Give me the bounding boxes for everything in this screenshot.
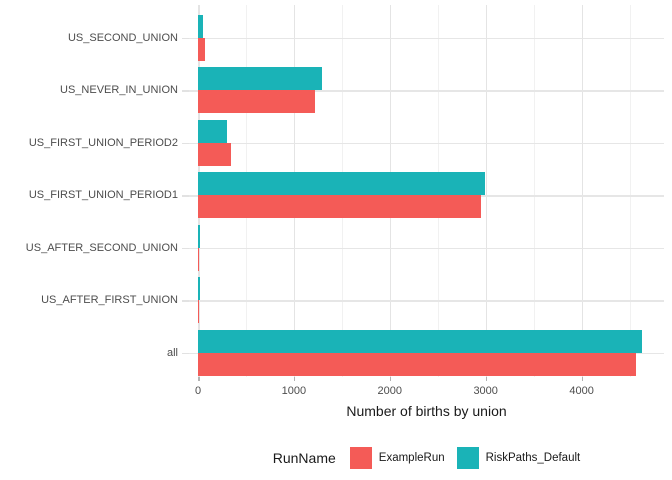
category-label: US_AFTER_FIRST_UNION xyxy=(41,294,178,307)
x-axis-tick xyxy=(485,377,488,381)
legend-swatch xyxy=(349,447,372,469)
major-gridline xyxy=(485,5,488,377)
category-label: US_SECOND_UNION xyxy=(67,31,178,44)
x-tick-label: 1000 xyxy=(281,385,307,397)
x-axis-tick xyxy=(581,377,584,381)
bar xyxy=(198,90,315,114)
category-label: US_FIRST_UNION_PERIOD1 xyxy=(28,189,178,202)
category-label: US_AFTER_SECOND_UNION xyxy=(25,241,178,254)
x-tick-label: 2000 xyxy=(377,385,403,397)
y-axis-tick xyxy=(182,37,189,39)
x-tick-label: 0 xyxy=(194,385,202,397)
x-tick-label: 4000 xyxy=(569,385,594,397)
bar xyxy=(198,329,643,353)
x-axis-tick xyxy=(389,377,392,381)
minor-gridline xyxy=(629,5,631,377)
legend-item-label: ExampleRun xyxy=(378,452,445,464)
legend-item: RiskPaths_Default xyxy=(456,447,581,469)
legend-title: RunName xyxy=(272,450,336,466)
y-axis-tick xyxy=(182,90,189,92)
bar xyxy=(198,14,204,38)
y-axis-tick xyxy=(182,247,189,250)
bar xyxy=(198,37,206,61)
bar xyxy=(198,247,199,271)
category-label: US_FIRST_UNION_PERIOD2 xyxy=(28,136,178,149)
bar xyxy=(198,172,486,196)
y-axis-tick xyxy=(182,300,189,302)
y-axis-tick xyxy=(182,195,189,197)
bar xyxy=(198,67,323,91)
x-tick-label: 3000 xyxy=(473,385,498,397)
legend: RunName ExampleRun RiskPaths_Default xyxy=(189,443,664,473)
category-gridline xyxy=(189,300,664,302)
legend-swatch xyxy=(456,447,479,469)
legend-item: ExampleRun xyxy=(349,447,445,469)
bar xyxy=(198,352,636,376)
x-axis-title: Number of births by union xyxy=(346,403,507,419)
category-label: all xyxy=(166,346,178,359)
category-gridline xyxy=(189,37,664,39)
bar xyxy=(198,300,199,324)
bar xyxy=(198,195,481,219)
y-axis-tick xyxy=(182,142,189,145)
x-axis-tick xyxy=(293,377,296,381)
bar xyxy=(198,224,200,248)
y-axis-tick xyxy=(182,352,189,355)
bar xyxy=(198,142,231,166)
x-axis-tick xyxy=(198,377,200,381)
category-gridline xyxy=(189,247,664,250)
plot-panel xyxy=(189,5,664,377)
bar xyxy=(198,277,200,301)
category-label: US_NEVER_IN_UNION xyxy=(60,84,178,97)
category-gridline xyxy=(189,90,664,92)
category-gridline xyxy=(189,142,664,145)
minor-gridline xyxy=(533,5,535,377)
major-gridline xyxy=(581,5,584,377)
bar xyxy=(198,119,227,143)
legend-item-label: RiskPaths_Default xyxy=(485,452,581,464)
